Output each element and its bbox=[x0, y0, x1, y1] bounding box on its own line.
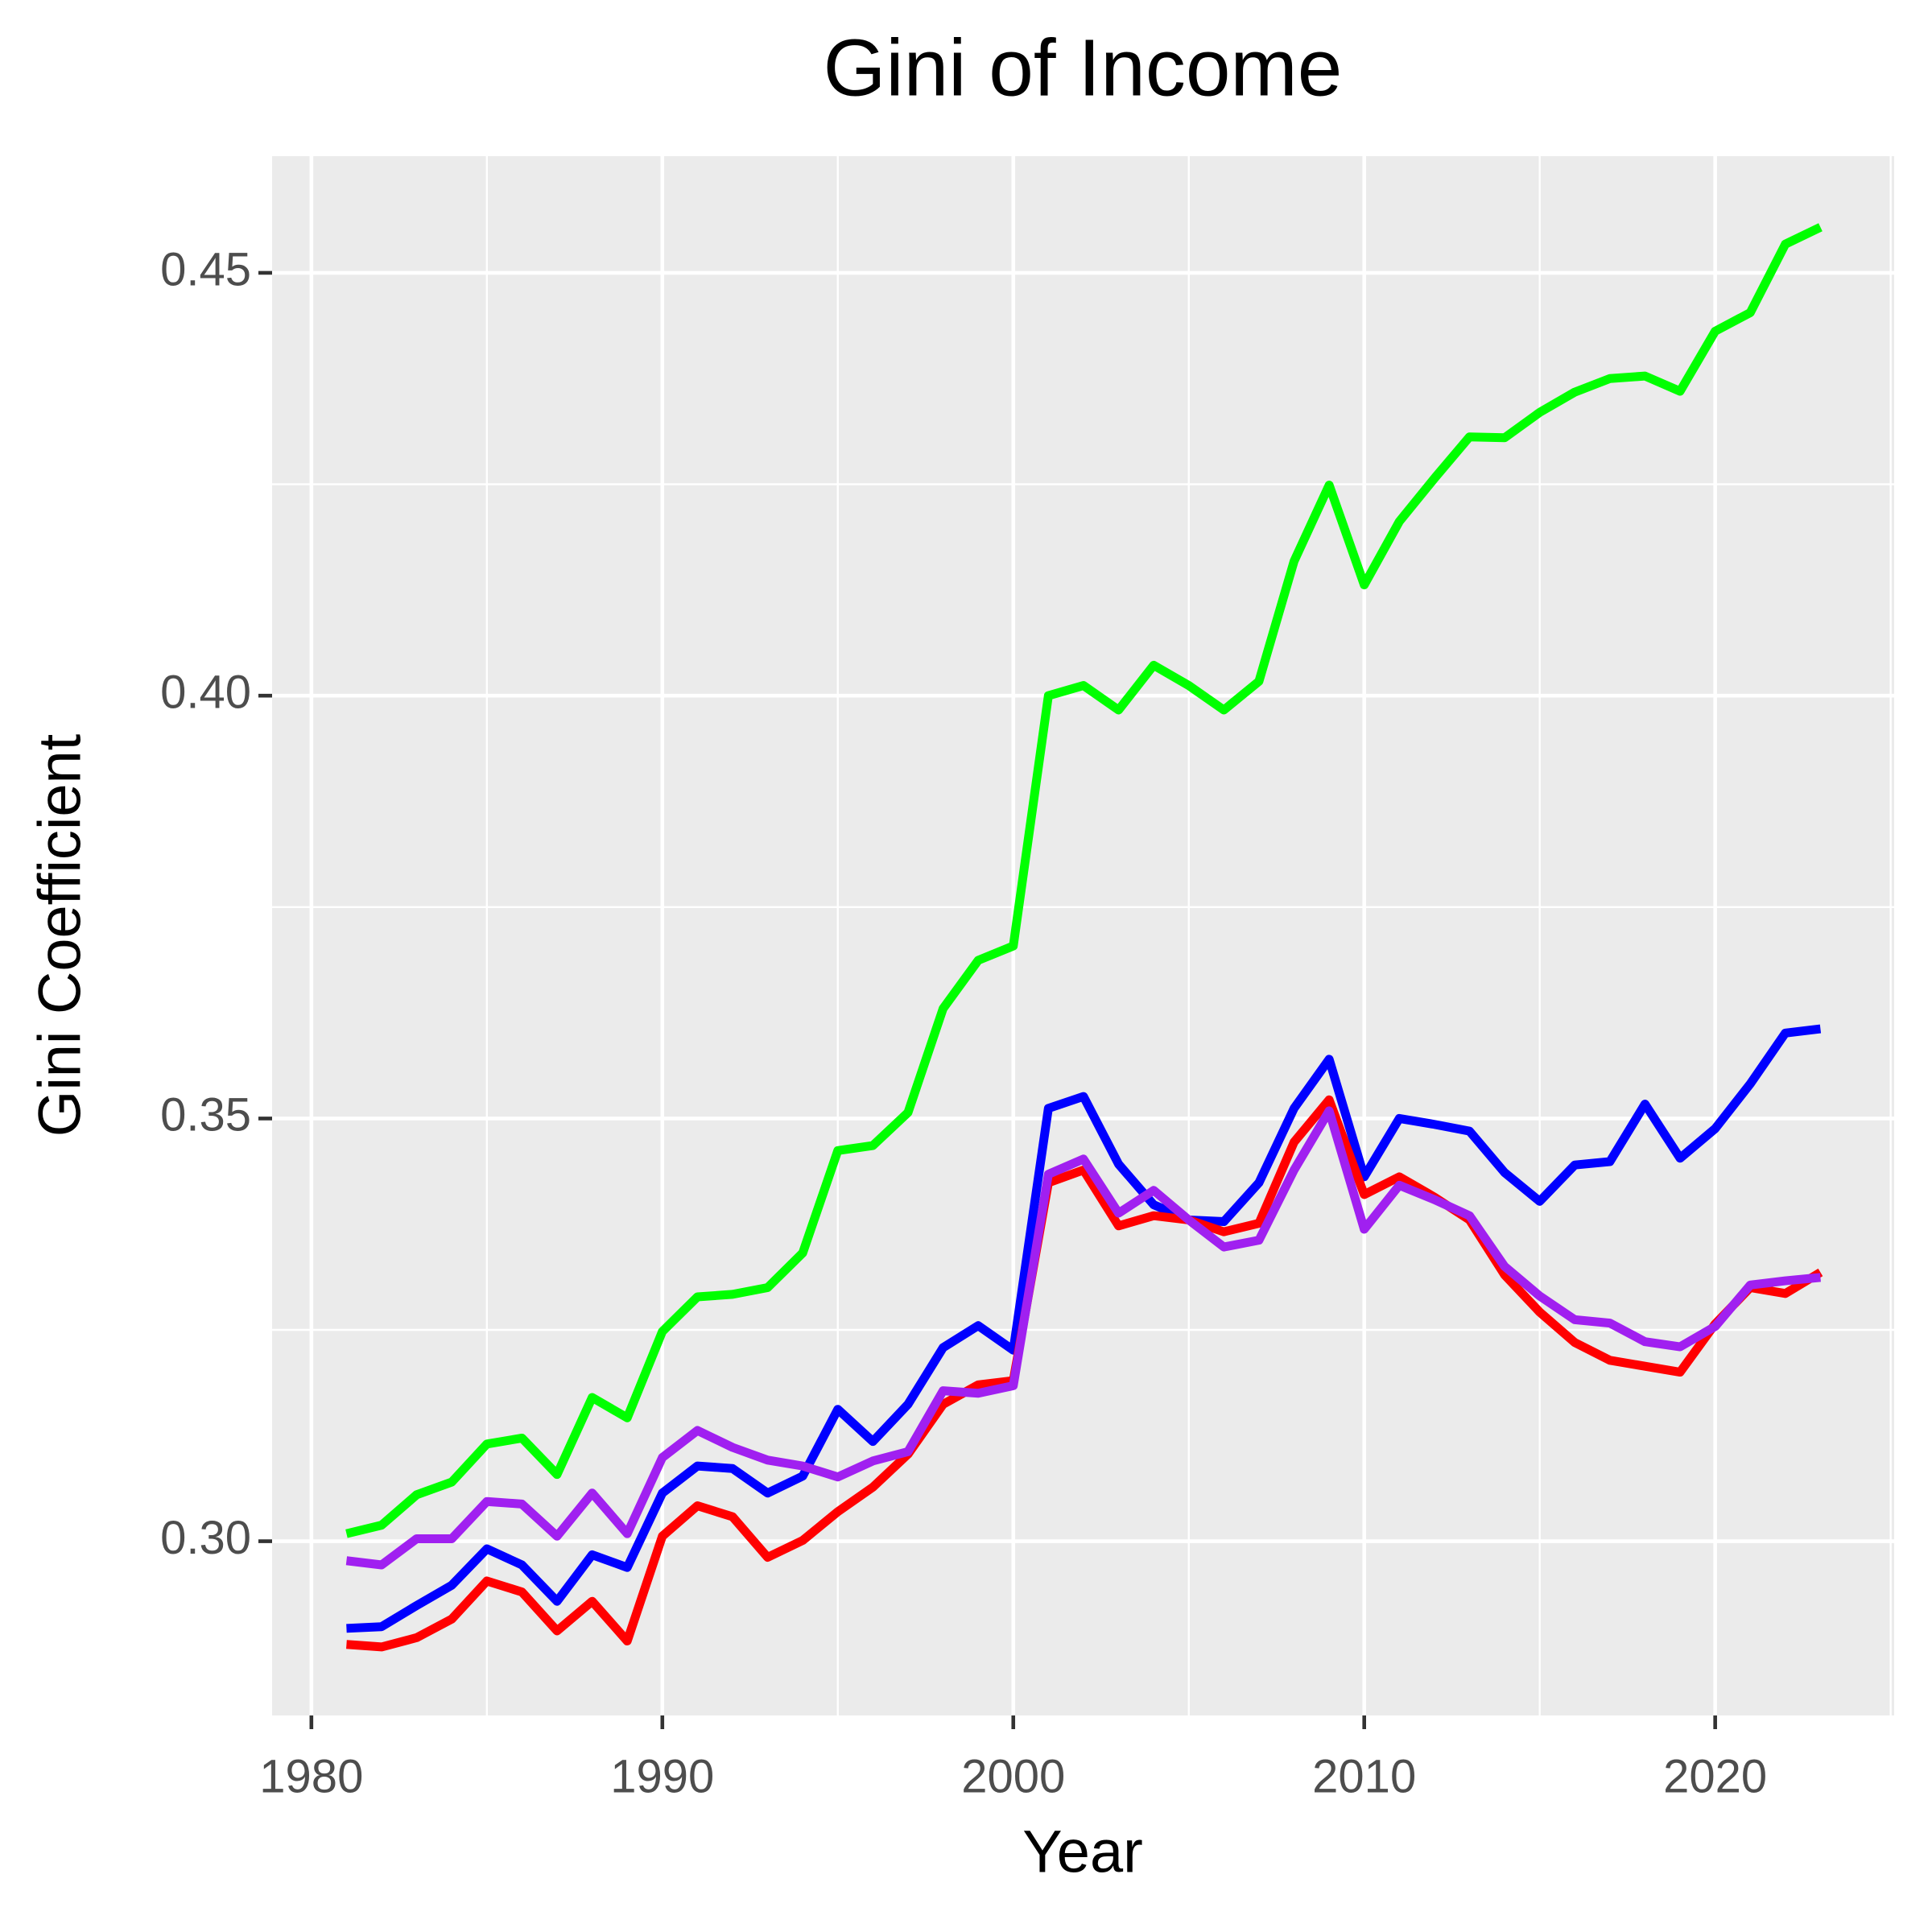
series-line bbox=[345, 1106, 1821, 1570]
x-tick-label: 2010 bbox=[1312, 1750, 1416, 1802]
x-tick-label: 2000 bbox=[961, 1750, 1065, 1802]
series-line bbox=[346, 1095, 1823, 1652]
series-line bbox=[346, 1024, 1822, 1633]
y-tick-label: 0.45 bbox=[160, 243, 251, 295]
y-tick-label: 0.30 bbox=[160, 1512, 251, 1564]
plot-panel bbox=[272, 156, 1894, 1715]
x-tick-label: 2020 bbox=[1663, 1750, 1767, 1802]
y-tick-label: 0.40 bbox=[160, 667, 251, 719]
x-tick-label: 1990 bbox=[610, 1750, 714, 1802]
y-tick-label: 0.35 bbox=[160, 1089, 251, 1141]
x-axis-title: Year bbox=[1022, 1818, 1143, 1885]
y-axis-title: Gini Coefficient bbox=[27, 733, 93, 1137]
chart-title: Gini of Income bbox=[824, 23, 1343, 113]
series-line bbox=[345, 223, 1823, 1538]
x-tick-label: 1980 bbox=[259, 1750, 363, 1802]
